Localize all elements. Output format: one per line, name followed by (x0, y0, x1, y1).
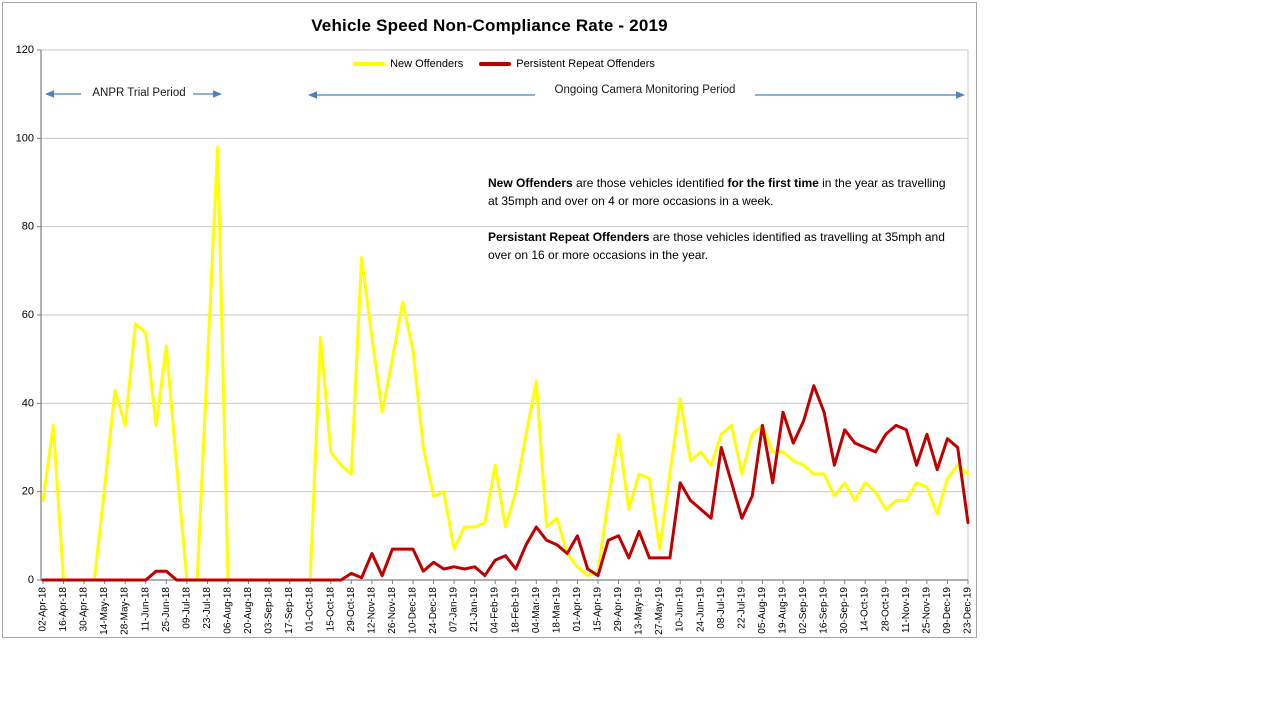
svg-text:11-Jun-18: 11-Jun-18 (140, 587, 151, 632)
svg-text:13-May-19: 13-May-19 (634, 587, 645, 635)
svg-text:04-Feb-19: 04-Feb-19 (490, 587, 501, 634)
svg-text:01-Oct-18: 01-Oct-18 (305, 587, 316, 632)
svg-text:02-Apr-18: 02-Apr-18 (38, 587, 49, 632)
svg-text:14-May-18: 14-May-18 (99, 587, 110, 635)
chart-title: Vehicle Speed Non-Compliance Rate - 2019 (311, 16, 668, 35)
svg-text:09-Jul-18: 09-Jul-18 (181, 587, 192, 629)
svg-text:120: 120 (16, 44, 34, 56)
anpr-trial-period-label: ANPR Trial Period (92, 87, 186, 99)
svg-text:26-Nov-18: 26-Nov-18 (387, 587, 398, 634)
svg-text:40: 40 (22, 397, 34, 409)
svg-text:18-Mar-19: 18-Mar-19 (551, 587, 562, 634)
note-new-offenders: New Offenders are those vehicles identif… (488, 176, 946, 208)
note-repeat-offenders: Persistant Repeat Offenders are those ve… (488, 230, 945, 262)
svg-text:17-Sep-18: 17-Sep-18 (284, 587, 295, 634)
svg-text:09-Dec-19: 09-Dec-19 (942, 587, 953, 634)
svg-text:01-Apr-19: 01-Apr-19 (572, 587, 583, 632)
svg-text:28-May-18: 28-May-18 (120, 587, 131, 635)
svg-text:15-Apr-19: 15-Apr-19 (593, 587, 604, 632)
legend: New Offenders Persistent Repeat Offender… (41, 58, 967, 70)
svg-text:07-Jan-19: 07-Jan-19 (449, 587, 460, 632)
svg-text:25-Jun-18: 25-Jun-18 (161, 587, 172, 632)
svg-text:08-Jul-19: 08-Jul-19 (716, 587, 727, 629)
ongoing-camera-monitoring-period-label: Ongoing Camera Monitoring Period (554, 84, 736, 96)
svg-text:80: 80 (22, 221, 34, 233)
svg-text:29-Oct-18: 29-Oct-18 (346, 587, 357, 632)
svg-text:05-Aug-19: 05-Aug-19 (757, 587, 768, 634)
svg-text:10-Jun-19: 10-Jun-19 (675, 587, 686, 632)
legend-line-swatch-yellow (353, 62, 386, 66)
svg-text:23-Dec-19: 23-Dec-19 (963, 587, 974, 634)
legend-item-new-offenders: New Offenders (353, 58, 463, 70)
svg-text:16-Sep-19: 16-Sep-19 (819, 587, 830, 634)
svg-text:19-Aug-19: 19-Aug-19 (778, 587, 789, 634)
svg-text:16-Apr-18: 16-Apr-18 (58, 587, 69, 632)
svg-text:60: 60 (22, 309, 34, 321)
svg-text:22-Jul-19: 22-Jul-19 (736, 587, 747, 629)
svg-text:27-May-19: 27-May-19 (654, 587, 665, 635)
chart-frame: Vehicle Speed Non-Compliance Rate - 2019… (2, 2, 977, 638)
svg-text:28-Oct-19: 28-Oct-19 (880, 587, 891, 632)
svg-text:20-Aug-18: 20-Aug-18 (243, 587, 254, 634)
svg-text:29-Apr-19: 29-Apr-19 (613, 587, 624, 632)
svg-text:30-Sep-19: 30-Sep-19 (839, 587, 850, 634)
svg-text:06-Aug-18: 06-Aug-18 (223, 587, 234, 634)
svg-text:23-Jul-18: 23-Jul-18 (202, 587, 213, 629)
svg-text:10-Dec-18: 10-Dec-18 (408, 587, 419, 634)
legend-line-swatch-darkred (479, 62, 512, 66)
svg-text:11-Nov-19: 11-Nov-19 (901, 587, 912, 633)
svg-text:02-Sep-19: 02-Sep-19 (798, 587, 809, 634)
definition-notes: New Offenders are those vehicles identif… (488, 174, 946, 264)
legend-label-new-offenders: New Offenders (390, 58, 464, 70)
svg-text:14-Oct-19: 14-Oct-19 (860, 587, 871, 632)
legend-item-repeat-offenders: Persistent Repeat Offenders (479, 58, 655, 70)
svg-text:20: 20 (22, 486, 34, 498)
legend-label-repeat-offenders: Persistent Repeat Offenders (516, 58, 655, 70)
svg-text:04-Mar-19: 04-Mar-19 (531, 587, 542, 634)
svg-text:30-Apr-18: 30-Apr-18 (79, 587, 90, 632)
svg-text:21-Jan-19: 21-Jan-19 (469, 587, 480, 632)
svg-text:15-Oct-18: 15-Oct-18 (325, 587, 336, 632)
svg-text:24-Dec-18: 24-Dec-18 (428, 587, 439, 634)
svg-text:24-Jun-19: 24-Jun-19 (695, 587, 706, 632)
svg-text:12-Nov-18: 12-Nov-18 (366, 587, 377, 634)
svg-text:0: 0 (28, 574, 34, 586)
plot-area: 0 20 40 60 80 100 120 02-Apr-18 16-Apr-18 30-Apr-… (16, 44, 974, 635)
svg-text:25-Nov-19: 25-Nov-19 (921, 587, 932, 634)
svg-text:03-Sep-18: 03-Sep-18 (264, 587, 275, 634)
svg-text:100: 100 (16, 132, 34, 144)
svg-text:18-Feb-19: 18-Feb-19 (510, 587, 521, 634)
